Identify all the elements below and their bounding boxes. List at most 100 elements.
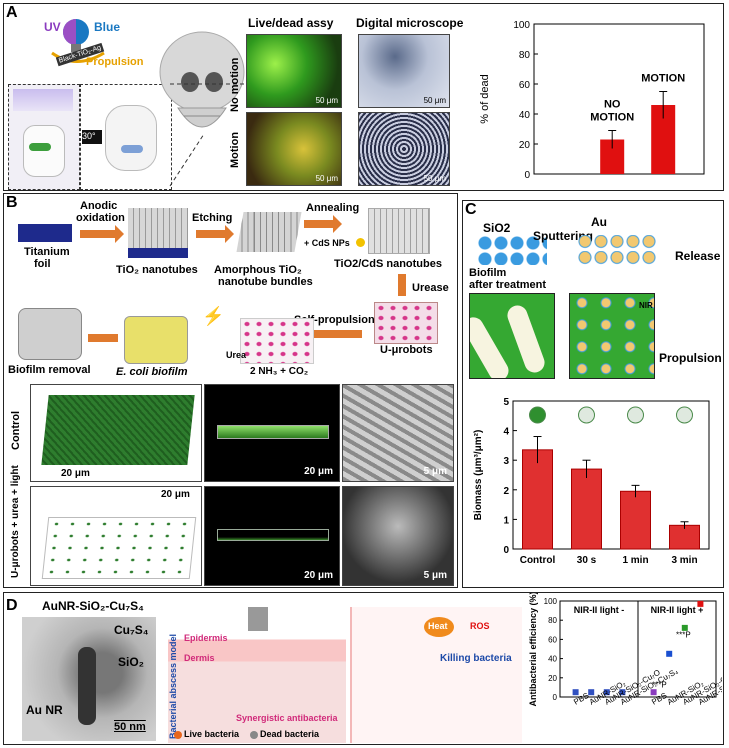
lightning-icon: ⚡ (202, 306, 225, 326)
live-dead-image-motion: 50 μm (246, 112, 342, 186)
angle-arrow (82, 130, 102, 144)
scale-bar: 5 μm (423, 570, 447, 581)
y-tick-label: 40 (548, 655, 557, 664)
digital-title: Digital microscope (356, 16, 464, 30)
biofilm-label-2: after treatment (469, 279, 547, 291)
biofilm-icon (627, 406, 644, 424)
digital-image-no-motion: 50 μm (358, 34, 450, 108)
control-sem-image: 5 μm (342, 384, 454, 482)
cds-np-icon (356, 238, 365, 247)
janus-spheres (577, 235, 657, 265)
cds-label: + CdS NPs (304, 238, 350, 248)
panel-d: D AuNR-SiO₂-Cu₇S₄ Cu₇S₄ SiO₂ Au NR 50 nm… (3, 592, 724, 745)
biofilm-icon (578, 406, 595, 424)
chart-c-frame (512, 400, 710, 550)
chart-c: 0 1 2 3 4 5 Biomass (μm³/μm²) Control 30 s 1 min 3… (473, 397, 710, 566)
sio2-label: SiO2 (483, 221, 511, 235)
data-point (572, 689, 579, 696)
amorph-label-2: nanotube bundles (218, 276, 313, 288)
tooth-view (80, 84, 172, 190)
chart-d: 0 20 40 60 80 100 Antibacterial efficiency (%)… (528, 593, 722, 707)
x-tick-label: 30 s (577, 555, 597, 566)
live-bacteria-dot (174, 731, 182, 739)
dead-bacteria-dot (250, 731, 258, 739)
bar (669, 524, 700, 550)
biofilm-icon (529, 406, 546, 424)
oxidation-label: oxidation (76, 212, 125, 224)
arrow-1 (80, 225, 124, 243)
tio2-cds-label: TiO2/CdS nanotubes (334, 258, 442, 270)
y-tick-label: 5 (503, 397, 509, 408)
y-tick-label: 20 (548, 674, 557, 683)
data-point (650, 689, 657, 696)
no-motion-row-label: No motion (229, 57, 241, 112)
y-tick-label: 60 (548, 635, 557, 644)
panel-a-label: A (6, 4, 18, 21)
bar-label: NO (604, 99, 621, 111)
ros-label: ROS (470, 621, 490, 631)
tem-scale-bar: 50 nm (114, 721, 146, 733)
killing-label: Killing bacteria (440, 653, 512, 664)
motion-row-label: Motion (229, 131, 241, 168)
ecoli-label: E. coli biofilm (116, 366, 188, 378)
sio2-d-label: SiO₂ (118, 655, 145, 669)
significance-label: ***P (652, 680, 667, 689)
control-3d-image: 20 μm (30, 384, 202, 482)
angle-label: 30° (82, 131, 96, 141)
cu7s4-label: Cu₇S₄ (114, 623, 149, 637)
panel-a: A UV Blue Black-TiO₂-Ag Propulsion 30° L… (3, 3, 724, 191)
arrow-3 (304, 215, 342, 233)
epidermis-label: Epidermis (184, 633, 228, 643)
bar (522, 449, 553, 550)
scale-bar: 50 μm (315, 174, 338, 183)
tio2-cds-nanotubes (368, 208, 430, 254)
titanium-label: Titanium (24, 246, 70, 258)
treated-row-label: U-μrobots + urea + light (10, 465, 21, 578)
y-tick-label: 4 (503, 427, 509, 438)
y-tick-label: 1 (503, 515, 509, 526)
arrow-2 (196, 225, 234, 243)
scale-bar: 50 μm (315, 96, 338, 105)
bar-label: MOTION (590, 112, 634, 124)
u-robots-label: U-μrobots (380, 344, 433, 356)
dead-label: Dead bacteria (260, 729, 320, 739)
uv-label: UV (44, 20, 61, 34)
panel-c: C SiO2 Au Sputtering Release Biofilm aft… (462, 200, 724, 588)
y-tick-label: 0 (503, 545, 509, 556)
y-tick-label: 40 (519, 110, 531, 121)
panel-b-label: B (6, 194, 18, 211)
y-tick-label: 20 (519, 140, 531, 151)
biofilm-after-box (469, 293, 555, 379)
etching-label: Etching (192, 212, 233, 224)
data-point (603, 689, 610, 696)
dermis-label: Dermis (184, 653, 215, 663)
y-tick-label: 80 (519, 50, 531, 61)
heat-icon (424, 617, 454, 637)
urease-label: Urease (412, 282, 449, 294)
tem-title: AuNR-SiO₂-Cu₇S₄ (42, 599, 144, 613)
y-tick-label: 60 (519, 80, 531, 91)
sio2-spheres (477, 235, 547, 265)
nh3-label: 2 NH₃ + CO₂ (250, 366, 309, 377)
live-dead-image-no-motion: 50 μm (246, 34, 342, 108)
y-axis-label: Antibacterial efficiency (%) (528, 593, 538, 707)
skull-illustration (159, 31, 245, 128)
bar (620, 490, 651, 550)
panel-right-title: NIR-II light + (651, 605, 704, 615)
biofilm-before-box (569, 293, 655, 379)
model-label: Bacterial abscess model (168, 633, 178, 739)
panel-c-label: C (465, 201, 477, 218)
blue-label: Blue (94, 20, 121, 34)
biofilm-label-1: Biofilm (469, 267, 507, 279)
data-point (588, 689, 595, 696)
scale-bar: 5 μm (423, 466, 447, 477)
arrow-5 (88, 334, 118, 342)
amorph-label-1: Amorphous TiO₂ (214, 264, 302, 276)
zoom-lines (169, 83, 256, 187)
urea-box (240, 318, 314, 364)
biofilm-icon (676, 406, 693, 424)
data-point (697, 600, 704, 607)
treated-3d-image: 20 μm (30, 486, 202, 586)
aunr-label: Au NR (26, 703, 63, 717)
